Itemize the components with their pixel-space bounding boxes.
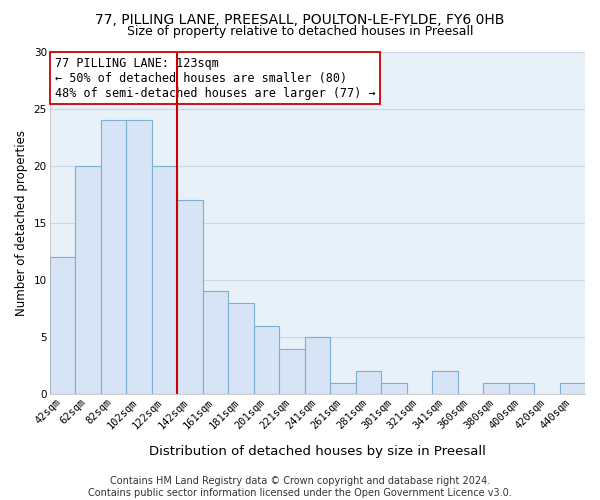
- Bar: [177, 200, 203, 394]
- Bar: [356, 372, 381, 394]
- Y-axis label: Number of detached properties: Number of detached properties: [15, 130, 28, 316]
- Bar: [254, 326, 279, 394]
- Bar: [126, 120, 152, 394]
- Bar: [50, 257, 75, 394]
- Bar: [381, 383, 407, 394]
- Text: 77 PILLING LANE: 123sqm
← 50% of detached houses are smaller (80)
48% of semi-de: 77 PILLING LANE: 123sqm ← 50% of detache…: [55, 56, 376, 100]
- Bar: [101, 120, 126, 394]
- Bar: [432, 372, 458, 394]
- Bar: [305, 337, 330, 394]
- Text: Size of property relative to detached houses in Preesall: Size of property relative to detached ho…: [127, 25, 473, 38]
- X-axis label: Distribution of detached houses by size in Preesall: Distribution of detached houses by size …: [149, 444, 486, 458]
- Bar: [279, 348, 305, 394]
- Bar: [203, 292, 228, 394]
- Bar: [483, 383, 509, 394]
- Bar: [152, 166, 177, 394]
- Text: 77, PILLING LANE, PREESALL, POULTON-LE-FYLDE, FY6 0HB: 77, PILLING LANE, PREESALL, POULTON-LE-F…: [95, 12, 505, 26]
- Bar: [75, 166, 101, 394]
- Text: Contains HM Land Registry data © Crown copyright and database right 2024.
Contai: Contains HM Land Registry data © Crown c…: [88, 476, 512, 498]
- Bar: [560, 383, 585, 394]
- Bar: [330, 383, 356, 394]
- Bar: [228, 303, 254, 394]
- Bar: [509, 383, 534, 394]
